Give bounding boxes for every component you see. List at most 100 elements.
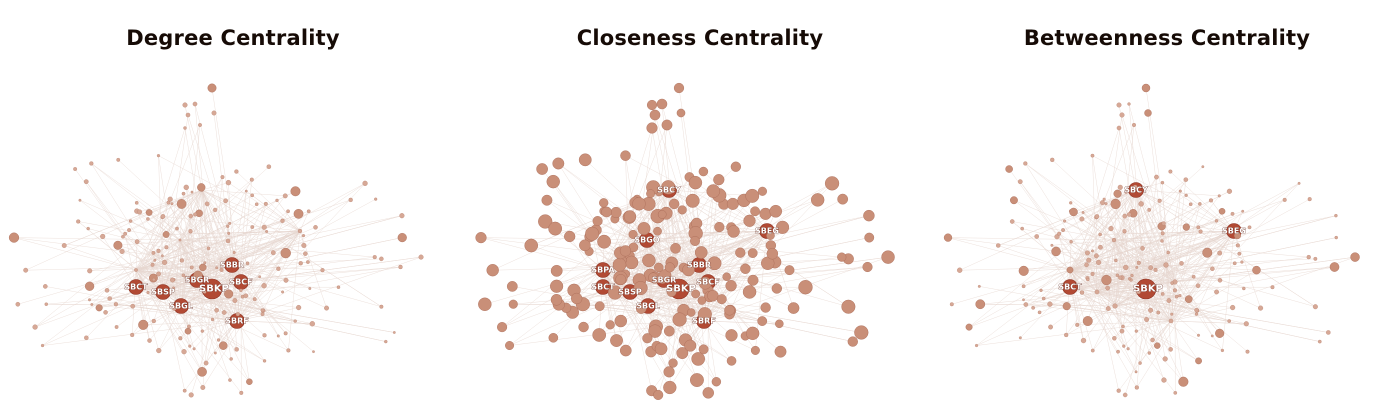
- edge: [1114, 179, 1187, 307]
- node: [726, 356, 737, 366]
- node: [145, 209, 153, 216]
- node: [1153, 267, 1158, 272]
- node: [505, 341, 515, 351]
- node: [1084, 250, 1090, 256]
- node: [379, 304, 384, 309]
- edge: [1069, 258, 1316, 271]
- node: [1023, 302, 1029, 307]
- edge: [1069, 241, 1072, 271]
- node: [384, 339, 388, 344]
- edge: [1096, 291, 1172, 322]
- node: [550, 294, 563, 306]
- edge: [180, 266, 401, 307]
- edge: [135, 266, 401, 288]
- node: [116, 157, 121, 162]
- node: [702, 387, 714, 399]
- edge: [658, 191, 700, 266]
- nodes: [943, 83, 1360, 398]
- edge: [602, 281, 709, 288]
- node: [280, 247, 291, 259]
- node-sbgl: [173, 298, 189, 314]
- node: [219, 341, 228, 350]
- node-label-sbct: SBCT: [124, 283, 148, 292]
- edge: [135, 269, 191, 347]
- node: [688, 175, 703, 190]
- node: [684, 339, 697, 352]
- node: [1227, 319, 1232, 323]
- node: [232, 250, 236, 255]
- node: [694, 246, 708, 259]
- edge: [211, 223, 230, 290]
- node: [657, 210, 667, 219]
- node: [1160, 231, 1165, 236]
- edge: [231, 195, 286, 266]
- edge: [34, 269, 137, 328]
- node: [735, 247, 746, 258]
- node: [1329, 262, 1340, 272]
- node: [1121, 324, 1125, 329]
- edge: [602, 230, 768, 288]
- node-label-sbcf: SBCF: [696, 278, 719, 287]
- node: [690, 373, 704, 387]
- node: [1112, 336, 1117, 341]
- edge: [88, 228, 233, 266]
- node: [1116, 125, 1122, 131]
- node: [676, 347, 689, 359]
- node: [862, 261, 873, 273]
- edge: [13, 237, 137, 271]
- edge: [162, 291, 395, 333]
- node: [128, 219, 133, 223]
- edge: [1096, 291, 1233, 308]
- node: [1075, 322, 1080, 327]
- node: [597, 234, 611, 249]
- edge: [602, 269, 611, 325]
- edge: [201, 189, 382, 307]
- edges: [947, 87, 1356, 396]
- node-sbgo: [1111, 237, 1117, 243]
- node: [1050, 157, 1055, 162]
- edge: [1114, 281, 1176, 339]
- node: [418, 254, 424, 260]
- node: [478, 297, 492, 311]
- node: [348, 197, 353, 203]
- edge: [64, 245, 137, 271]
- node: [1202, 247, 1213, 258]
- node: [1214, 219, 1219, 223]
- edge: [976, 320, 1172, 346]
- node: [308, 287, 312, 290]
- edge: [109, 239, 181, 299]
- edge: [668, 189, 699, 359]
- node: [276, 266, 281, 271]
- node: [1217, 194, 1221, 198]
- edge: [1073, 189, 1137, 213]
- edge: [231, 264, 382, 307]
- edge: [191, 191, 233, 266]
- node: [1134, 385, 1139, 390]
- node: [197, 367, 207, 377]
- edge: [1174, 266, 1335, 283]
- node: [676, 108, 686, 118]
- node: [43, 284, 48, 289]
- edge: [998, 189, 1137, 246]
- node: [275, 198, 279, 203]
- node: [290, 186, 301, 197]
- node: [226, 224, 230, 228]
- node: [646, 122, 658, 134]
- node: [1218, 208, 1226, 215]
- edge: [1124, 264, 1167, 396]
- node: [711, 377, 722, 387]
- node: [303, 251, 308, 256]
- edge: [1165, 230, 1235, 266]
- edge: [102, 236, 137, 288]
- node: [293, 319, 297, 323]
- node: [1194, 312, 1199, 316]
- node: [320, 268, 325, 273]
- node: [86, 226, 90, 231]
- node: [1102, 197, 1106, 201]
- node: [687, 308, 696, 317]
- node: [1021, 284, 1026, 289]
- edge: [179, 239, 216, 354]
- node: [1148, 307, 1154, 313]
- node: [172, 286, 176, 290]
- edge: [135, 239, 181, 288]
